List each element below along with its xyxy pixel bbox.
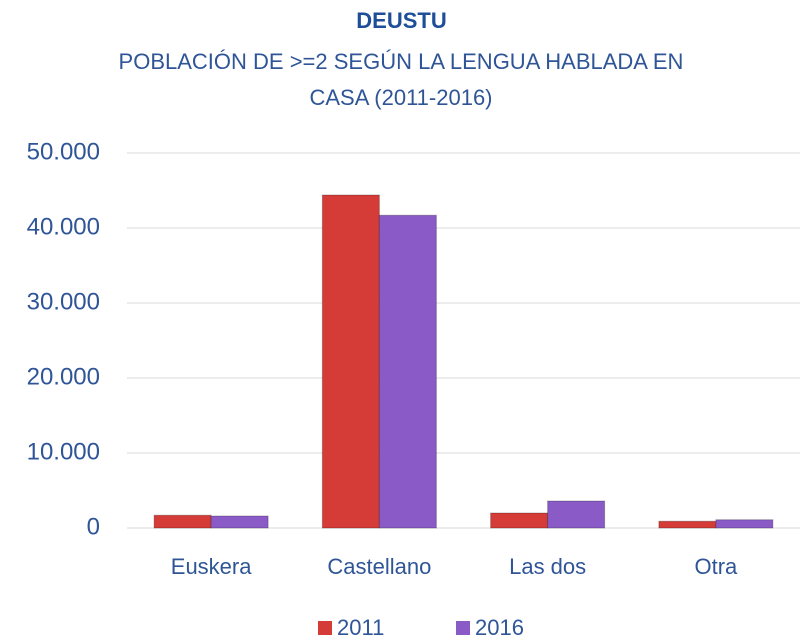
bar: [490, 512, 549, 529]
bar: [153, 514, 212, 529]
x-tick-label: Castellano: [327, 554, 431, 579]
legend-swatch: [318, 621, 332, 635]
y-tick-label: 20.000: [27, 363, 100, 390]
chart-subtitle: POBLACIÓN DE >=2 SEGÚN LA LENGUA HABLADA…: [118, 49, 684, 110]
bar: [715, 519, 774, 529]
legend-label: 2016: [475, 615, 524, 640]
bar: [321, 194, 380, 529]
bar: [658, 520, 717, 529]
y-tick-label: 40.000: [27, 213, 100, 240]
x-tick-label: Las dos: [509, 554, 586, 579]
bar: [547, 500, 606, 529]
chart-title: DEUSTU: [356, 8, 447, 33]
y-tick-label: 30.000: [27, 288, 100, 315]
bar: [378, 214, 437, 529]
legend-swatch: [456, 621, 470, 635]
y-tick-label: 50.000: [27, 138, 100, 165]
legend-label: 2011: [337, 615, 384, 640]
y-tick-label: 10.000: [27, 438, 100, 465]
bar: [210, 515, 269, 529]
x-tick-label: Euskera: [171, 554, 252, 579]
x-tick-label: Otra: [694, 554, 738, 579]
y-tick-label: 0: [87, 513, 100, 540]
